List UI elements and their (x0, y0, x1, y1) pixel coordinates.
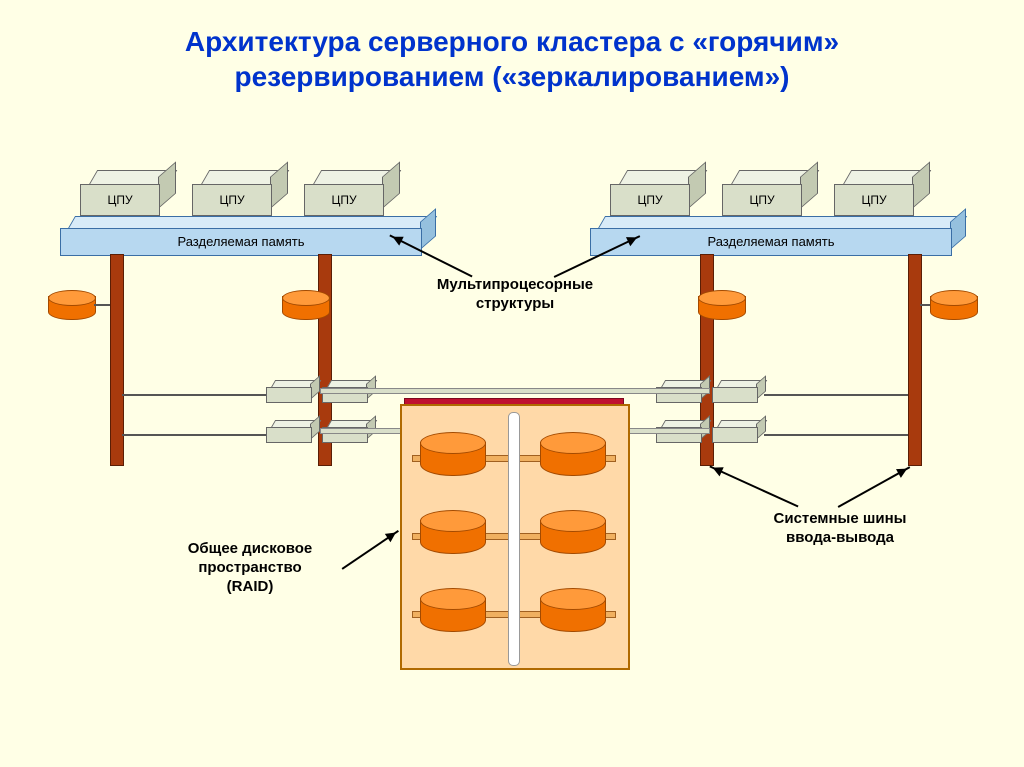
raid-disk (420, 432, 484, 474)
small-disk (282, 290, 328, 318)
raid-disk (540, 432, 604, 474)
horizontal-bus (320, 388, 710, 394)
bus-connector (266, 380, 310, 394)
small-disk (930, 290, 976, 318)
pointer-arrow (710, 466, 799, 507)
disk-stub (94, 304, 110, 306)
annotation-bus: Системные шиныввода-вывода (740, 510, 940, 548)
conn-stub (764, 434, 908, 436)
bus-connector (712, 420, 756, 434)
cpu-block: ЦПУ (192, 170, 270, 200)
shared-memory-slab: Разделяемая память (590, 216, 950, 244)
small-disk (698, 290, 744, 318)
conn-stub (122, 434, 266, 436)
cpu-block: ЦПУ (610, 170, 688, 200)
cpu-block: ЦПУ (304, 170, 382, 200)
conn-stub (122, 394, 266, 396)
diagram-stage: ЦПУ ЦПУ ЦПУ Разделяемая память ЦПУ ЦПУ ЦПУ Разд… (0, 0, 1024, 767)
small-disk (48, 290, 94, 318)
raid-disk (420, 510, 484, 552)
conn-stub (764, 394, 908, 396)
cpu-block: ЦПУ (834, 170, 912, 200)
pointer-arrow (390, 235, 473, 277)
shared-memory-slab: Разделяемая память (60, 216, 420, 244)
annotation-multiproc: Мультипроцесорныеструктуры (420, 276, 610, 314)
raid-spindle (508, 412, 520, 666)
bus-connector (712, 380, 756, 394)
raid-disk (420, 588, 484, 630)
raid-disk (540, 510, 604, 552)
cpu-block: ЦПУ (722, 170, 800, 200)
io-bus-bar (908, 254, 922, 466)
disk-stub (920, 304, 930, 306)
pointer-arrow (342, 530, 399, 569)
raid-disk (540, 588, 604, 630)
annotation-raid: Общее дисковоепространство(RAID) (155, 540, 345, 596)
pointer-arrow (838, 466, 911, 507)
cpu-block: ЦПУ (80, 170, 158, 200)
bus-connector (266, 420, 310, 434)
